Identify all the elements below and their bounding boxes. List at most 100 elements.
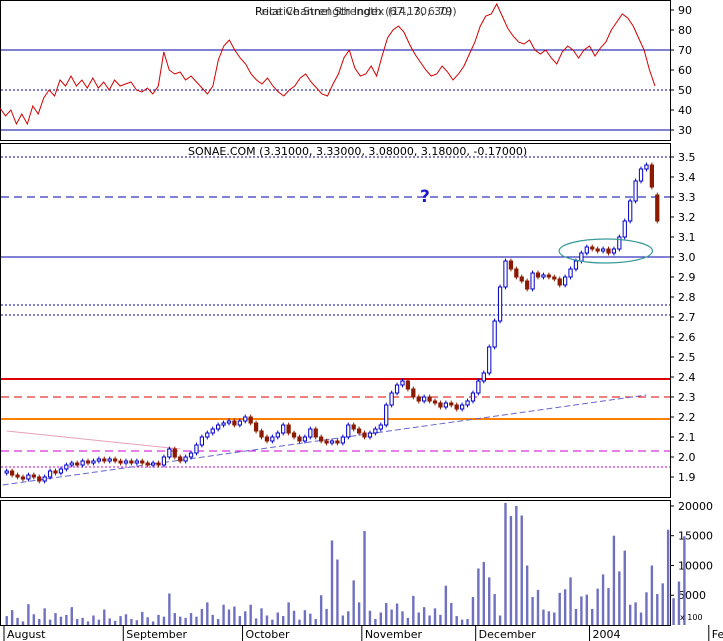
candle-body: [525, 280, 530, 290]
volume-bar: [542, 609, 545, 625]
volume-bar: [574, 608, 578, 625]
panel-frame: [0, 0, 671, 141]
candle-body: [443, 402, 448, 408]
candle-body: [188, 452, 194, 458]
volume-bar: [282, 616, 285, 625]
price-tick-label: 3.2: [678, 211, 696, 224]
volume-tick-label: 15000: [678, 530, 713, 543]
price-tick-label: 3.4: [678, 171, 696, 184]
volume-bar: [303, 610, 307, 625]
candle-body: [286, 424, 291, 434]
price-tick-label: 2.9: [678, 271, 696, 284]
price-title: SONAE.COM (3.31000, 3.33000, 3.08000, 3.…: [188, 145, 527, 158]
candle-body: [319, 436, 324, 442]
candle-body: [129, 460, 134, 464]
candle-body: [384, 404, 389, 426]
candle-body: [340, 436, 345, 444]
candle-body: [297, 436, 302, 442]
price-panel: 1.9 2.0 2.1 2.2 2.3 2.4 2.5 2.6 2.7 2.8 2.9 3.0 3.1 3…: [0, 143, 696, 498]
volume-bar: [260, 608, 263, 625]
candle-body: [26, 474, 31, 480]
question-annotation: ?: [420, 187, 430, 207]
candle-body: [134, 460, 139, 464]
candle-body: [394, 384, 400, 394]
volume-tick-label: 5000: [678, 589, 706, 602]
price-tick-label: 2.4: [678, 371, 696, 384]
candle-body: [156, 462, 161, 466]
candle-body: [465, 400, 470, 406]
candle-body: [324, 440, 329, 444]
candle-body: [519, 276, 524, 282]
candle-body: [47, 470, 53, 478]
candle-body: [15, 474, 20, 478]
volume-bar: [504, 502, 507, 625]
rsi-panel: 30 40 50 60 70 80 90 Price Channel Strength (67…: [0, 0, 692, 141]
volume-bar: [16, 617, 19, 625]
volume-tick-label: 10000: [678, 559, 713, 572]
pink-line: [6, 430, 181, 450]
volume-bar: [189, 613, 193, 625]
price-tick-label: 2.7: [678, 311, 696, 324]
volume-bar: [433, 608, 437, 625]
volume-bar: [211, 614, 214, 625]
volume-bar: [276, 612, 279, 625]
volume-bar: [488, 577, 491, 625]
candle-body: [541, 274, 546, 278]
candle-body: [405, 380, 411, 390]
volume-bar: [309, 613, 312, 625]
candle-body: [487, 346, 492, 374]
candle-body: [237, 420, 242, 426]
rsi-tick-label: 90: [678, 4, 692, 17]
candle-body: [145, 462, 150, 466]
volume-bar: [498, 615, 502, 625]
candle-body: [226, 420, 232, 424]
candle-body: [378, 424, 383, 430]
volume-bar: [21, 621, 25, 625]
volume-bar: [672, 598, 675, 625]
price-tick-label: 2.3: [678, 391, 696, 404]
volume-bar: [206, 602, 209, 625]
month-label: December: [479, 628, 537, 641]
volume-bar: [330, 540, 334, 625]
candle-body: [69, 462, 74, 466]
month-label: October: [246, 628, 290, 641]
volume-panel: 5000 10000 15000 20000 x 100: [0, 500, 713, 626]
candle-body: [264, 436, 270, 442]
candle-body: [31, 474, 36, 478]
price-tick-label: 2.0: [678, 451, 696, 464]
candle-body: [633, 180, 638, 202]
rsi-tick-label: 50: [678, 84, 692, 97]
volume-bar: [477, 568, 480, 625]
candle-body: [552, 276, 557, 280]
volume-bar: [428, 615, 431, 625]
price-tick-label: 2.1: [678, 431, 696, 444]
candle-body: [53, 470, 58, 474]
volume-bar: [216, 619, 220, 625]
candle-body: [335, 440, 340, 444]
rsi-tick-label: 40: [678, 104, 692, 117]
volume-bar: [5, 616, 8, 625]
volume-bar: [168, 593, 171, 625]
price-tick-label: 3.3: [678, 191, 696, 204]
candle-body: [622, 220, 627, 238]
volume-bar: [43, 608, 46, 625]
candle-body: [557, 278, 562, 286]
volume-bar: [412, 595, 415, 625]
volume-bar: [368, 610, 372, 625]
candle-body: [194, 444, 199, 454]
candle-body: [362, 432, 367, 438]
volume-bar: [406, 617, 410, 625]
candle-body: [611, 248, 617, 254]
volume-bar: [238, 616, 242, 625]
candle-body: [459, 404, 465, 410]
volume-bar: [195, 616, 198, 625]
candle-body: [172, 448, 177, 458]
candle-body: [373, 428, 378, 434]
volume-bar: [336, 559, 339, 625]
volume-bar: [173, 613, 176, 625]
candle-body: [649, 164, 654, 188]
volume-bar: [569, 577, 572, 625]
candle-body: [37, 476, 42, 482]
indicator-title-overlay: Price Channel Strength (67.13, 6.79): [255, 5, 457, 18]
candle-body: [308, 428, 313, 438]
